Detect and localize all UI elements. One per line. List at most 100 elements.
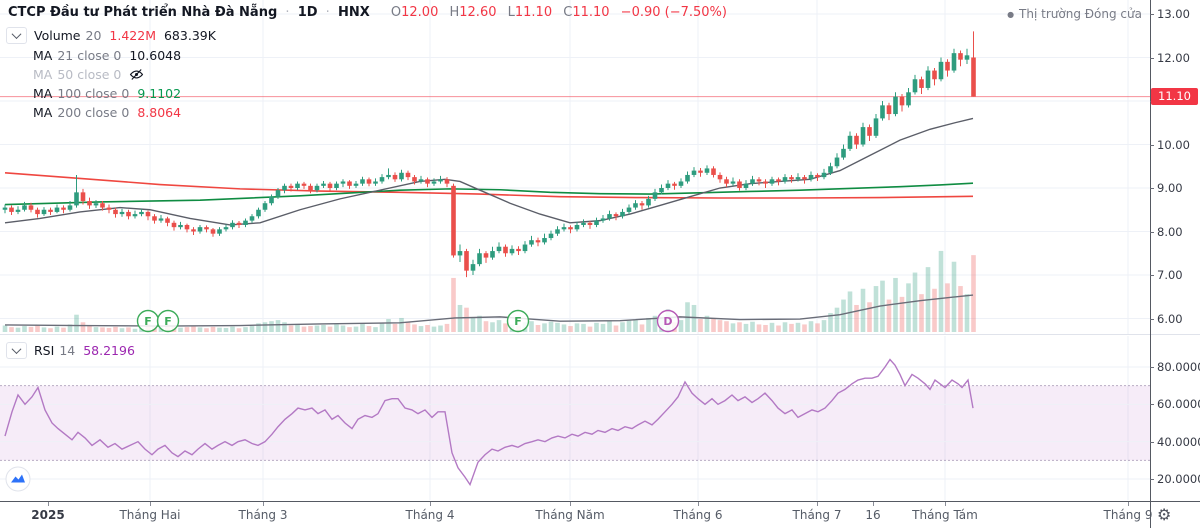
candle-body [9,207,14,212]
rsi-indicator-name[interactable]: RSI [34,342,55,358]
candle-body [522,244,528,252]
market-status[interactable]: ● Thị trường Đóng cửa [1007,7,1142,21]
price-axis-tick-label[interactable]: 12.00 [1157,50,1190,65]
time-tick-mark [430,502,431,506]
volume-bar [379,322,385,332]
volume-bar [964,294,970,332]
rsi-chart-canvas[interactable] [0,336,1150,500]
price-axis-tick-label[interactable]: 6.00 [1157,311,1183,326]
candle-body [275,190,281,197]
collapse-rsi-button[interactable] [6,341,27,359]
candle-body [308,185,313,191]
price-axis-tick-label[interactable]: 10.00 [1157,137,1190,152]
volume-bar [418,326,424,332]
event-marker-circle[interactable] [156,309,180,333]
provider-logo[interactable] [5,466,31,496]
candle-body [711,168,716,175]
price-axis-tick-label[interactable]: 9.00 [1157,181,1183,195]
ma50-legend-row[interactable]: MA 50 close 0 [33,65,181,84]
rsi-value: 58.2196 [83,342,135,358]
volume-bar [756,324,762,332]
ma21-legend-row[interactable]: MA 21 close 0 10.6048 [33,46,181,65]
candle-body [256,209,261,217]
volume-bar [639,324,645,332]
volume-bar [340,325,346,332]
ma200-line [4,171,974,199]
rsi-axis-tick-label[interactable]: 80.0000 [1157,360,1200,374]
price-axis-tick-label[interactable]: 7.00 [1157,268,1183,282]
price-axis-tick-label[interactable]: 8.00 [1157,224,1183,239]
volume-bar [67,324,73,332]
volume-bar [711,317,716,332]
time-axis[interactable]: ⚙ 2025 Tháng Hai Tháng 3 Tháng 4 Tháng Năm Th… [0,501,1200,528]
candle-body [236,222,242,225]
volume-bar [444,323,450,332]
high-value: 12.60 [459,5,497,20]
rsi-axis-tick-label[interactable]: 40.0000 [1157,434,1200,449]
collapse-indicators-button[interactable] [6,26,27,44]
candle-body [327,183,333,188]
axis-tick-mark [1150,231,1154,233]
rsi-legend[interactable]: RSI 14 58.2196 [6,341,135,359]
volume-bar [769,322,775,332]
axis-tick-mark [1150,441,1154,443]
separator-dot: · [285,5,290,20]
candle-body [178,224,183,228]
axis-tick-mark [1150,144,1154,146]
candle-body [67,205,73,210]
event-marker-circle[interactable] [506,309,530,333]
ma100-legend-row[interactable]: MA 100 close 0 9.1102 [33,84,181,103]
ma-value: 9.1102 [137,86,182,101]
eye-off-icon[interactable] [129,67,144,82]
candle-body [509,248,515,254]
settings-gear-icon[interactable]: ⚙ [1157,505,1172,524]
close-value: 11.10 [572,5,610,20]
volume-bar [906,283,911,332]
time-axis-label: Tháng 9 [1103,508,1153,522]
time-tick-mark [698,502,699,506]
price-axis-tick-label[interactable]: 13.00 [1157,7,1190,21]
candle-body [217,229,222,234]
time-tick-mark [873,502,874,506]
volume-bar [795,322,801,332]
volume-legend[interactable]: Volume 20 1.422M 683.39K [6,26,216,44]
volume-bar [243,327,248,332]
symbol-title[interactable]: CTCP Đầu tư Phát triển Nhà Đà Nẵng [8,5,278,20]
volume-bar [113,326,118,332]
pane-separator[interactable] [0,334,1200,335]
candle-body [171,222,177,228]
candle-body [795,177,801,180]
symbol-legend[interactable]: CTCP Đầu tư Phát triển Nhà Đà Nẵng · 1D … [8,5,727,20]
volume-bar [197,327,203,332]
time-tick-mark [150,502,151,506]
volume-bar [106,327,112,332]
candle-body [854,135,859,145]
time-tick-mark [263,502,264,506]
time-axis-label: Tháng 7 [792,508,842,522]
chevron-down-icon [11,343,22,354]
candle-body [35,209,40,215]
volume-bar [301,326,307,332]
rsi-band [0,385,1150,461]
rsi-axis-tick-label[interactable]: 60.0000 [1157,397,1200,412]
high-label: H [449,5,460,20]
interval-label[interactable]: 1D [297,5,318,20]
candle-body [873,118,879,136]
ma200-legend-row[interactable]: MA 200 close 0 8.8064 [33,103,181,122]
candle-body [269,196,274,204]
candle-body [652,192,658,199]
time-axis-label: Tháng Hai [119,508,181,522]
candle-body [646,198,651,206]
candle-body [347,181,352,186]
volume-indicator-name[interactable]: Volume [34,27,81,43]
candle-body [145,211,151,217]
ohlc-values: O12.00 H12.60 L11.10 C11.10 −0.90 (−7.50… [384,5,727,20]
volume-bar [178,327,183,332]
event-marker-circle[interactable] [656,309,680,333]
candle-body [893,96,898,115]
rsi-axis-tick-label[interactable]: 20.0000 [1157,472,1200,486]
volume-bar [366,326,372,332]
candle-body [782,177,788,182]
